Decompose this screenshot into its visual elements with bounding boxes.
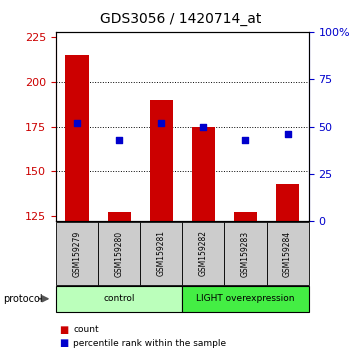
Text: GDS3056 / 1420714_at: GDS3056 / 1420714_at bbox=[100, 12, 261, 27]
Bar bbox=[65, 55, 88, 221]
Text: GSM159282: GSM159282 bbox=[199, 230, 208, 276]
Point bbox=[158, 120, 164, 126]
Text: count: count bbox=[73, 325, 99, 335]
Point bbox=[116, 137, 122, 143]
Text: protocol: protocol bbox=[4, 294, 43, 304]
Text: percentile rank within the sample: percentile rank within the sample bbox=[73, 339, 226, 348]
Text: ■: ■ bbox=[60, 338, 69, 348]
Text: control: control bbox=[103, 294, 135, 303]
Point bbox=[285, 131, 291, 137]
Point bbox=[74, 120, 80, 126]
Text: GSM159283: GSM159283 bbox=[241, 230, 250, 276]
Text: GSM159281: GSM159281 bbox=[157, 230, 166, 276]
Text: GSM159280: GSM159280 bbox=[115, 230, 123, 276]
Bar bbox=[108, 212, 131, 221]
Text: LIGHT overexpression: LIGHT overexpression bbox=[196, 294, 295, 303]
Text: GSM159284: GSM159284 bbox=[283, 230, 292, 276]
Bar bbox=[150, 100, 173, 221]
Bar bbox=[276, 184, 299, 221]
Text: ■: ■ bbox=[60, 325, 69, 335]
Point bbox=[243, 137, 248, 143]
Bar bbox=[234, 212, 257, 221]
Text: GSM159279: GSM159279 bbox=[73, 230, 82, 276]
Bar bbox=[192, 126, 215, 221]
Point bbox=[200, 124, 206, 130]
